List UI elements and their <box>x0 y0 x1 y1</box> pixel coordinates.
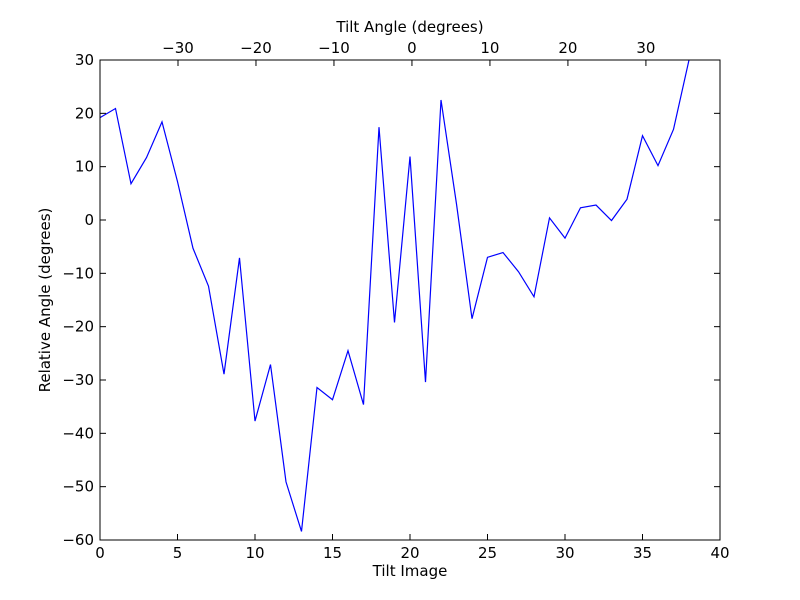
top-x-tick-label: 20 <box>558 39 577 57</box>
x-tick-label: 30 <box>555 544 574 562</box>
y-tick-label: 30 <box>75 51 94 69</box>
top-x-tick-label: 30 <box>636 39 655 57</box>
left-ticks: 30 20 10 0 −10 −20 −30 −40 −50 −60 <box>62 51 720 549</box>
top-x-tick-label: 0 <box>407 39 417 57</box>
x-tick-label: 20 <box>400 544 419 562</box>
x-tick-label: 35 <box>633 544 652 562</box>
y-tick-label: −60 <box>62 531 94 549</box>
x-tick-label: 10 <box>245 544 264 562</box>
series-layer <box>99 59 690 532</box>
y-tick-label: −20 <box>62 318 94 336</box>
top-ticks: −30 −20 −10 0 10 20 30 <box>162 39 655 66</box>
x-tick-label: 25 <box>478 544 497 562</box>
y-tick-label: 20 <box>75 104 94 122</box>
top-x-tick-label: 10 <box>480 39 499 57</box>
y-axis-label: Relative Angle (degrees) <box>36 208 54 393</box>
y-tick-label: −50 <box>62 478 94 496</box>
y-tick-label: 0 <box>84 211 94 229</box>
x-tick-label: 15 <box>323 544 342 562</box>
top-x-tick-label: −30 <box>162 39 194 57</box>
y-tick-label: 10 <box>75 158 94 176</box>
bottom-ticks: 0 5 10 15 20 25 30 35 40 <box>95 534 730 562</box>
top-axis-label: Tilt Angle (degrees) <box>335 18 483 36</box>
top-x-tick-label: −20 <box>240 39 272 57</box>
y-tick-label: −30 <box>62 371 94 389</box>
top-x-tick-label: −10 <box>318 39 350 57</box>
plot-frame <box>99 59 721 541</box>
y-tick-label: −10 <box>62 264 94 282</box>
x-axis-label: Tilt Image <box>372 562 448 580</box>
y-tick-label: −40 <box>62 424 94 442</box>
x-tick-label: 40 <box>710 544 729 562</box>
x-tick-label: 0 <box>95 544 105 562</box>
x-tick-label: 5 <box>173 544 183 562</box>
series-line-0 <box>99 59 690 532</box>
